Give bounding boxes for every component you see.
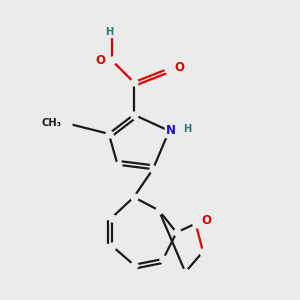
Text: CH₃: CH₃ <box>41 118 62 128</box>
Text: O: O <box>95 54 105 67</box>
Text: H: H <box>183 124 191 134</box>
Text: H: H <box>105 27 113 37</box>
Text: O: O <box>202 214 212 227</box>
Text: N: N <box>166 124 176 137</box>
Text: O: O <box>174 61 184 74</box>
